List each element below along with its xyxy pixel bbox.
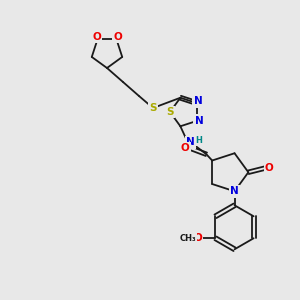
Text: N: N	[195, 116, 203, 126]
Text: O: O	[113, 32, 122, 42]
Text: O: O	[92, 32, 101, 42]
Text: H: H	[195, 136, 202, 145]
Text: O: O	[265, 163, 274, 173]
Text: O: O	[193, 233, 202, 243]
Text: N: N	[230, 186, 239, 196]
Text: N: N	[186, 137, 195, 147]
Text: CH₃: CH₃	[179, 234, 196, 243]
Text: S: S	[166, 107, 174, 117]
Text: S: S	[149, 103, 157, 113]
Text: N: N	[194, 96, 203, 106]
Text: O: O	[181, 143, 190, 153]
